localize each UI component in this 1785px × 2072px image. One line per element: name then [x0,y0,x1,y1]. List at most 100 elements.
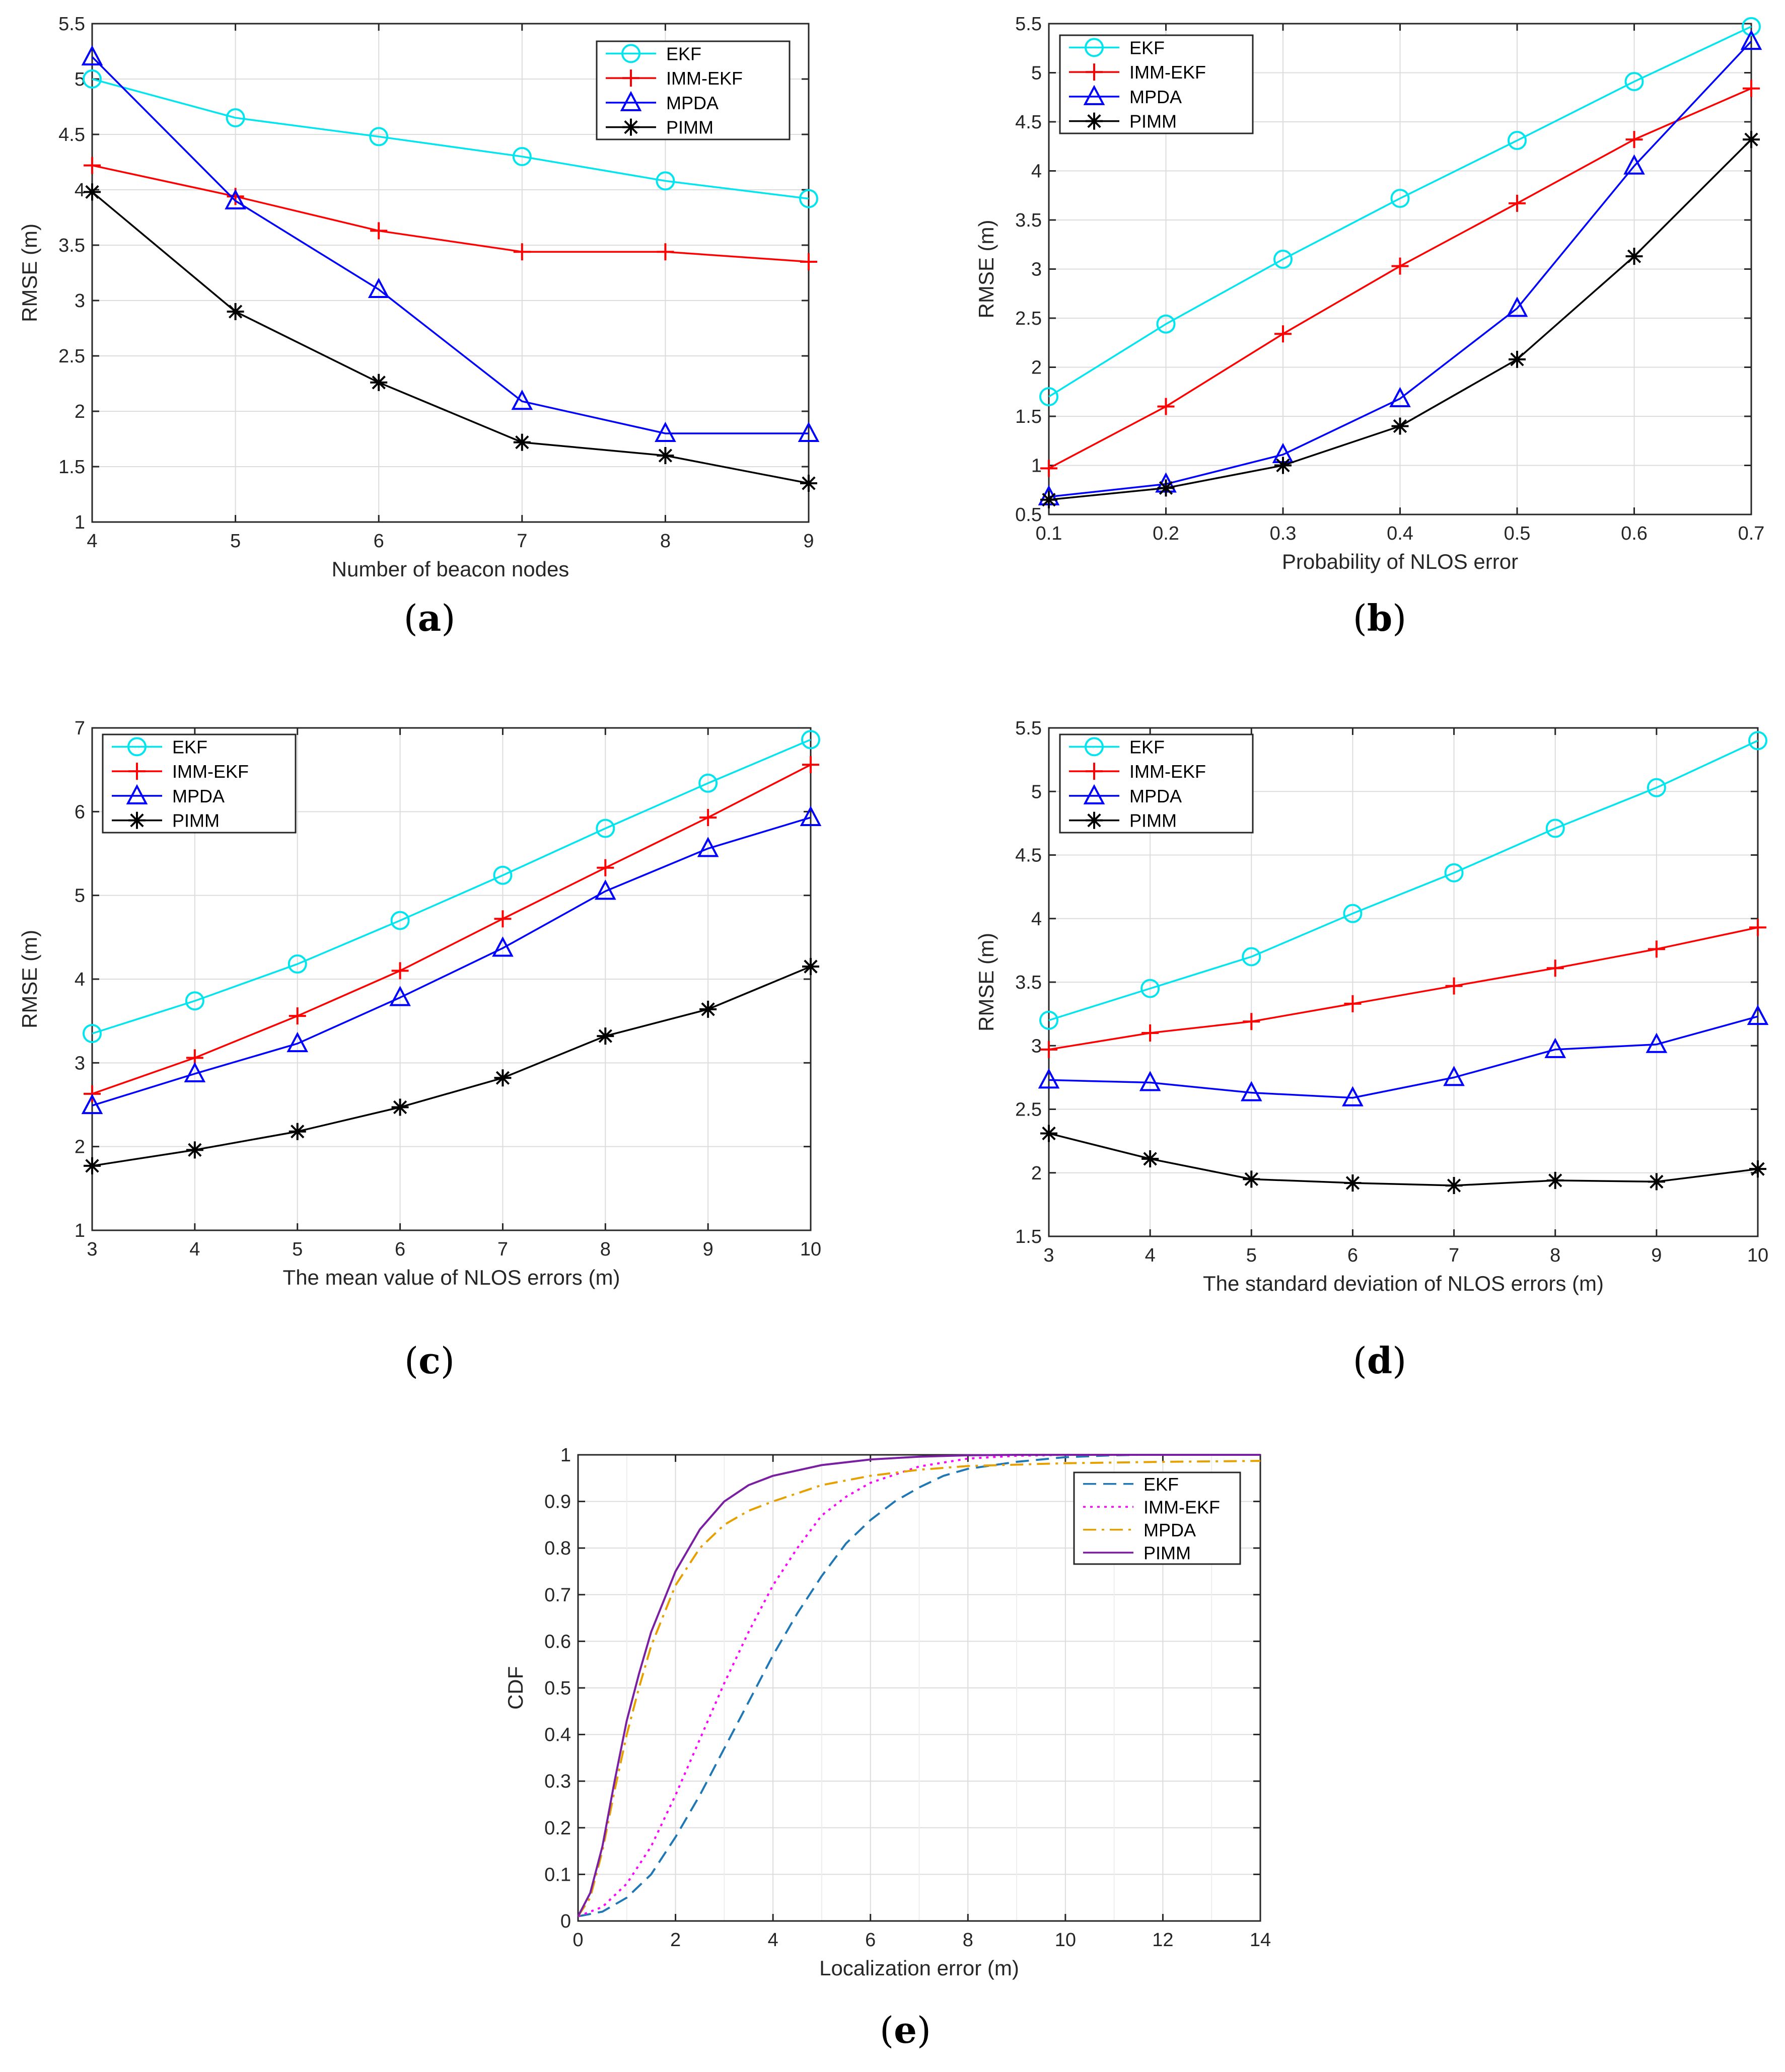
y-tick-label: 3.5 [1015,972,1042,993]
legend-marker-ekf [127,737,147,757]
data-point-pimm [1625,248,1643,265]
x-tick-label: 6 [395,1239,405,1260]
legend-label-ekf: EKF [1129,37,1165,58]
data-point-ekf [1545,819,1565,838]
series-markers-ekf [83,69,818,208]
data-point-ekf [1242,947,1261,967]
y-tick-label: 6 [75,801,85,823]
y-tick-label: 0.5 [1015,504,1042,526]
data-point-mpda [1747,1004,1769,1025]
legend-marker-ekf [1085,737,1104,757]
series-line-imm-ekf [92,764,811,1095]
series-markers-mpda [81,805,822,1115]
legend-box [1059,34,1254,134]
axes-box-a [91,23,810,523]
legend-marker-ekf [621,44,640,63]
y-tick-label: 5.5 [1015,718,1042,739]
x-axis-label-b: Probability of NLOS error [1282,550,1518,573]
y-tick-label: 2.5 [1015,1099,1042,1121]
x-tick-label: 3 [87,1239,97,1260]
y-tick-label: 4.5 [1015,845,1042,866]
x-tick-label: 6 [1347,1245,1358,1266]
x-axis-label-d: The standard deviation of NLOS errors (m… [1203,1272,1604,1295]
data-point-ekf [226,108,245,127]
data-point-imm-ekf [84,1085,101,1102]
y-tick-label: 1 [560,1445,571,1466]
y-tick-label: 2.5 [1015,308,1042,329]
data-point-pimm [597,1027,614,1045]
y-tick-label: 2 [75,401,85,422]
data-point-pimm [1743,131,1760,149]
y-tick-label: 3 [75,290,85,312]
x-tick-label: 7 [497,1239,508,1260]
data-point-imm-ekf [84,157,101,174]
data-point-ekf [1343,904,1363,923]
x-tick-label: 7 [1449,1245,1459,1266]
x-tick-label: 7 [517,531,527,552]
data-point-ekf [185,991,204,1011]
ticks-b [1048,23,1752,515]
x-tick-label: 8 [660,531,671,552]
data-point-imm-ekf [1625,131,1643,149]
legend-label-imm-ekf: IMM-EKF [1129,62,1206,83]
y-tick-label: 0.8 [544,1538,571,1559]
series-line-imm-ekf [92,164,809,263]
legend-box [1073,1471,1241,1565]
chart-b: 0.1 0.2 0.3 0.4 0.5 0.6 0.7 0.5 1 1.5 2 2.5 3 3.5 4 4.5… [974,14,1764,573]
y-axis-label-a: RMSE (m) [18,224,41,322]
legend-marker-imm-ekf [1086,63,1103,81]
caption-letter-e: e [894,2009,917,2051]
data-point-ekf [799,189,818,208]
x-tick-label: 2 [670,1930,681,1951]
x-tick-label: 12 [1152,1930,1173,1951]
y-tick-label: 1 [1031,456,1042,477]
legend-marker-ekf [1085,38,1104,57]
series-markers-mpda [1038,1004,1769,1106]
x-tick-label: 6 [865,1930,876,1951]
data-point-pimm [227,303,244,320]
series-markers-ekf [1039,731,1767,1030]
data-point-mpda [1038,1068,1060,1089]
data-point-ekf [83,69,102,89]
data-point-imm-ekf [1243,1013,1260,1030]
y-tick-label: 2 [1031,357,1042,379]
data-point-mpda [800,805,822,826]
x-tick-label: 10 [1747,1245,1768,1266]
data-point-mpda [655,421,676,442]
data-point-pimm [391,1098,409,1116]
legend-marker-mpda [1083,85,1105,105]
series-markers-imm-ekf [1040,919,1766,1058]
series-line-mpda [577,1460,1261,1917]
legend-label-imm-ekf: IMM-EKF [666,68,743,89]
data-point-imm-ekf [1344,995,1362,1012]
data-point-pimm [699,1000,717,1018]
series-line-pimm [91,191,809,484]
legend-d: EKF IMM-EKF MPDA PIMM [1059,733,1254,834]
y-tick-label: 2.5 [58,346,85,367]
data-point-mpda [287,1031,309,1053]
legend-label-mpda: MPDA [1129,786,1182,806]
legend-label-pimm: PIMM [172,810,220,831]
data-point-pimm [800,475,817,492]
data-point-imm-ekf [1040,1041,1057,1058]
data-point-mpda [1342,1086,1364,1106]
data-point-mpda [511,389,533,410]
y-tick-label: 0.3 [544,1771,571,1792]
x-tick-label: 0.7 [1738,523,1765,544]
data-point-mpda [1389,387,1411,407]
series-markers-imm-ekf [84,756,819,1102]
caption-letter-c: c [418,1339,441,1382]
chart-d: 3 4 5 6 7 8 9 10 1.5 2 2.5 3 3.5 4 4.5 5 5.5 The standard… [974,718,1769,1295]
data-point-mpda [798,421,820,442]
data-point-imm-ekf [800,253,817,270]
y-tick-label: 1.5 [1015,1226,1042,1247]
series-line-pimm [92,966,811,1167]
ticks-c [91,727,812,1231]
data-point-ekf [1390,189,1410,208]
y-tick-label: 5.5 [1015,14,1042,35]
y-tick-label: 3 [1031,1035,1042,1057]
x-tick-label: 14 [1250,1930,1271,1951]
data-point-mpda [389,986,411,1006]
y-tick-label: 7 [75,718,85,739]
legend-marker-pimm [1086,811,1103,829]
